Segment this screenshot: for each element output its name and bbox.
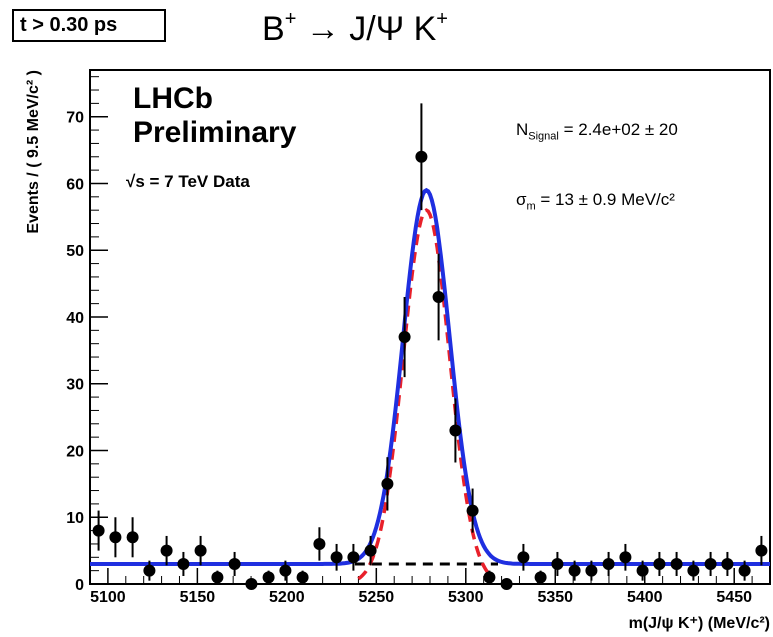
y-tick-label: 10 [66, 510, 84, 527]
y-tick-label: 60 [66, 176, 84, 193]
data-point [466, 504, 479, 517]
x-tick-label: 5300 [448, 589, 484, 606]
data-point [364, 544, 377, 557]
y-tick-label: 40 [66, 310, 84, 327]
time-cut-label: t > 0.30 ps [12, 9, 166, 42]
data-point [398, 331, 411, 344]
signal-curve [357, 208, 496, 581]
x-tick-label: 5150 [180, 589, 216, 606]
x-tick-label: 5350 [537, 589, 573, 606]
x-tick-label: 5400 [627, 589, 663, 606]
nsignal-symbol: N [516, 120, 529, 139]
data-point [160, 544, 173, 557]
data-point [262, 571, 275, 584]
experiment-label: LHCb Preliminary [133, 82, 296, 150]
data-point [738, 564, 751, 577]
title-main: B [262, 10, 285, 48]
data-point [755, 544, 768, 557]
data-point [126, 531, 139, 544]
title-sup-1: + [284, 8, 297, 30]
data-point [92, 524, 105, 537]
data-point [619, 551, 632, 564]
data-point [296, 571, 309, 584]
nsignal-subscript: Signal [528, 130, 559, 143]
data-point [228, 557, 241, 570]
y-tick-label: 0 [75, 577, 84, 594]
x-tick-label: 5250 [359, 589, 395, 606]
data-point [636, 564, 649, 577]
nsignal-value: = 2.4e+02 ± 20 [558, 120, 678, 139]
data-point [449, 424, 462, 437]
data-point [602, 557, 615, 570]
title-arrow: → J/Ψ K [296, 10, 437, 48]
axes: 5100 5150 5200 5250 5300 5350 5400 5450 0 10 20 30 4… [66, 76, 771, 606]
data-point [194, 544, 207, 557]
data-point [500, 578, 513, 590]
sigma-label: σm = 13 ± 0.9 MeV/c² [516, 190, 675, 212]
data-point [347, 551, 360, 564]
data-point [568, 564, 581, 577]
data-point [381, 477, 394, 490]
data-point [177, 557, 190, 570]
data-point [432, 290, 445, 303]
chart-title: B+ → J/Ψ K+ [262, 8, 448, 49]
data-point [109, 531, 122, 544]
data-point [143, 564, 156, 577]
sigma-subscript: m [526, 200, 536, 213]
preliminary-label: Preliminary [133, 116, 297, 149]
data-point [211, 571, 224, 584]
sigma-symbol: σ [516, 190, 527, 209]
data-point [330, 551, 343, 564]
title-sup-2: + [436, 8, 448, 30]
data-point [415, 150, 428, 163]
data-point [585, 564, 598, 577]
data-point [517, 551, 530, 564]
total-fit-curve [90, 187, 770, 566]
data-points [92, 103, 768, 590]
data-point [670, 557, 683, 570]
x-axis-label: m(J/ψ K⁺) (MeV/c²) [629, 615, 770, 632]
energy-label: √s = 7 TeV Data [126, 172, 250, 191]
y-tick-label: 20 [66, 443, 84, 460]
y-tick-label: 70 [66, 110, 84, 127]
fit-curves [90, 187, 770, 581]
nsignal-label: NSignal = 2.4e+02 ± 20 [516, 120, 678, 142]
x-tick-label: 5100 [90, 589, 126, 606]
data-point [721, 557, 734, 570]
y-tick-label: 50 [66, 243, 84, 260]
data-point [687, 564, 700, 577]
data-point [483, 571, 496, 584]
data-point [279, 564, 292, 577]
y-axis-label: Events / ( 9.5 MeV/c² ) [25, 70, 42, 234]
data-point [534, 571, 547, 584]
data-point [653, 557, 666, 570]
data-point [245, 578, 258, 590]
data-point [704, 557, 717, 570]
data-point [313, 537, 326, 550]
y-tick-label: 30 [66, 377, 84, 394]
experiment-name: LHCb [133, 82, 213, 115]
x-tick-label: 5200 [269, 589, 305, 606]
data-point [551, 557, 564, 570]
sigma-value: = 13 ± 0.9 MeV/c² [535, 190, 675, 209]
x-tick-label: 5450 [716, 589, 752, 606]
